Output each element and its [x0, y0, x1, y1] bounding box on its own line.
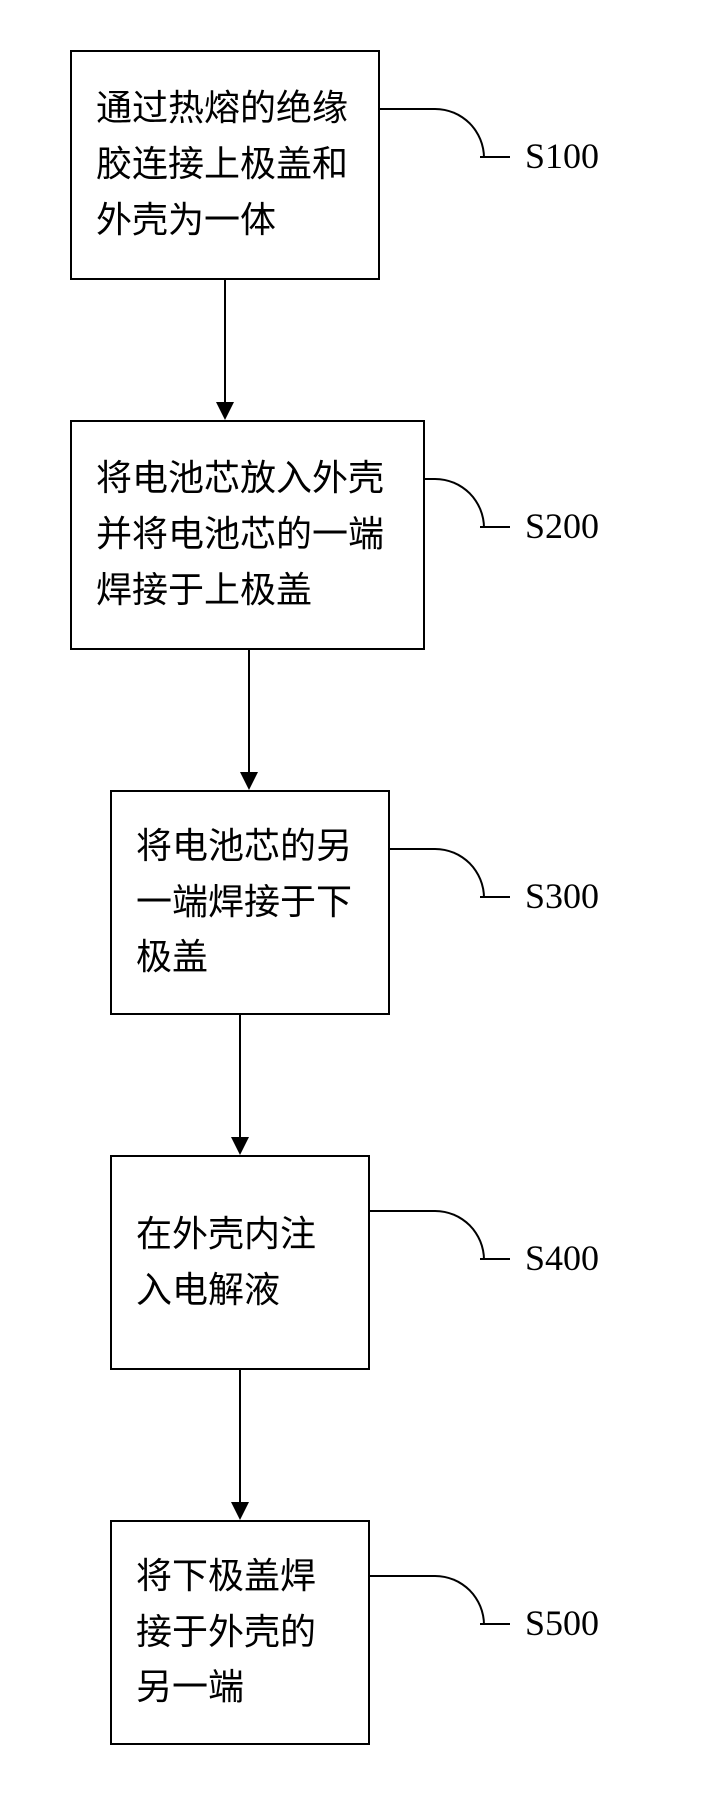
arrow	[224, 280, 226, 402]
node-text: 通过热熔的绝缘胶连接上极盖和外壳为一体	[96, 81, 354, 248]
connector-h	[480, 896, 510, 898]
connector-curve	[425, 478, 485, 528]
flow-node-s500: 将下极盖焊接于外壳的另一端	[110, 1520, 370, 1745]
flow-node-s300: 将电池芯的另一端焊接于下极盖	[110, 790, 390, 1015]
node-text: 将下极盖焊接于外壳的另一端	[136, 1549, 344, 1716]
connector-h	[480, 156, 510, 158]
connector-h	[480, 1623, 510, 1625]
arrow	[248, 650, 250, 772]
connector-curve	[425, 108, 485, 158]
flow-node-s100: 通过热熔的绝缘胶连接上极盖和外壳为一体	[70, 50, 380, 280]
connector-curve	[425, 1575, 485, 1625]
flow-node-s200: 将电池芯放入外壳并将电池芯的一端焊接于上极盖	[70, 420, 425, 650]
node-text: 将电池芯放入外壳并将电池芯的一端焊接于上极盖	[96, 451, 399, 618]
arrow-head	[231, 1137, 249, 1155]
arrow	[239, 1015, 241, 1137]
flow-node-s400: 在外壳内注入电解液	[110, 1155, 370, 1370]
step-label-s100: S100	[525, 135, 599, 177]
connector-h	[480, 526, 510, 528]
step-label-s400: S400	[525, 1237, 599, 1279]
node-text: 在外壳内注入电解液	[136, 1207, 344, 1319]
step-label-s300: S300	[525, 875, 599, 917]
arrow-head	[216, 402, 234, 420]
connector-curve	[425, 1210, 485, 1260]
step-label-s200: S200	[525, 505, 599, 547]
node-text: 将电池芯的另一端焊接于下极盖	[136, 819, 364, 986]
flowchart-canvas: 通过热熔的绝缘胶连接上极盖和外壳为一体 S100 将电池芯放入外壳并将电池芯的一…	[0, 0, 708, 1810]
connector-curve	[425, 848, 485, 898]
arrow-head	[240, 772, 258, 790]
arrow	[239, 1370, 241, 1502]
arrow-head	[231, 1502, 249, 1520]
connector-h	[480, 1258, 510, 1260]
step-label-s500: S500	[525, 1602, 599, 1644]
